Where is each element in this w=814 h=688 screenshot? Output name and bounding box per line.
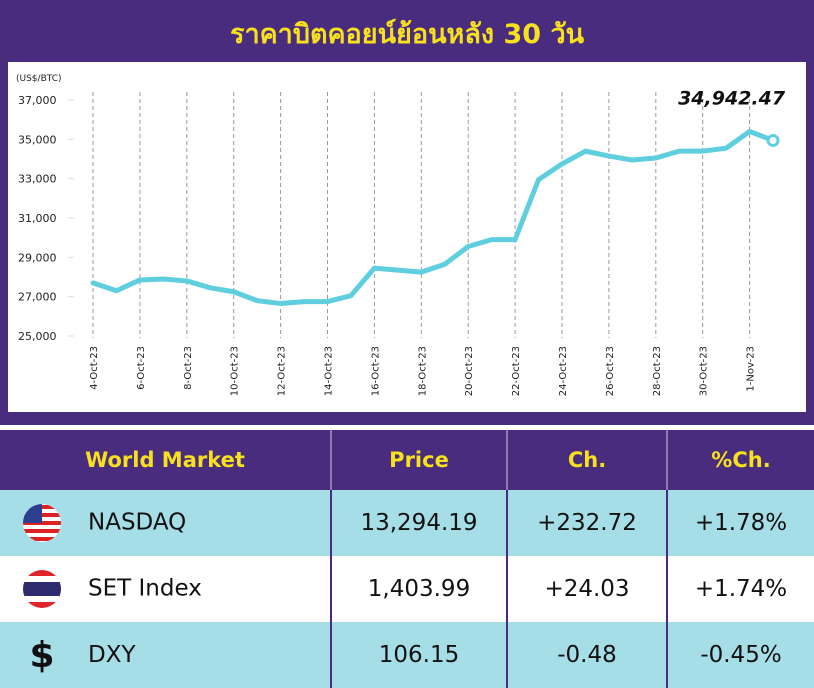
chart-background: ราคาบิตคอยน์ย้อนหลัง 30 วัน (US$/BTC) 25,… [0, 0, 814, 425]
x-tick-label: 26-Oct-23 [605, 346, 616, 396]
y-tick-label: 29,000 [18, 251, 57, 264]
x-tick-label: 18-Oct-23 [417, 346, 428, 396]
x-tick-label: 22-Oct-23 [511, 346, 522, 396]
header-cell: Ch. [507, 430, 668, 490]
price-cell: 13,294.19 [331, 490, 508, 556]
price-cell: 106.15 [331, 622, 508, 688]
name-cell: NASDAQ [0, 490, 332, 556]
x-tick-label: 28-Oct-23 [652, 346, 663, 396]
end-marker [766, 133, 780, 147]
market-name: DXY [88, 641, 136, 668]
table-row: $ DXY 106.15 -0.48 -0.45% [0, 622, 814, 688]
table-row: NASDAQ 13,294.19 +232.72 +1.78% [0, 490, 814, 556]
name-cell: SET Index [0, 556, 332, 622]
x-tick-label: 20-Oct-23 [464, 346, 475, 396]
change-cell: +24.03 [507, 556, 668, 622]
change-cell: +232.72 [507, 490, 668, 556]
pct-cell: -0.45% [667, 622, 814, 688]
x-tick-label: 10-Oct-23 [230, 346, 241, 396]
y-tick-label: 27,000 [18, 291, 57, 304]
th-flag [23, 570, 61, 608]
x-tick-label: 8-Oct-23 [183, 346, 194, 390]
value-label: 34,942.47 [678, 87, 786, 109]
y-tick-label: 33,000 [18, 173, 57, 186]
x-tick-label: 4-Oct-23 [89, 346, 100, 390]
us-flag [23, 504, 61, 542]
header-cell: World Market [0, 430, 332, 490]
x-tick-label: 24-Oct-23 [558, 346, 569, 396]
x-tick-label: 16-Oct-23 [370, 346, 381, 396]
name-cell: $ DXY [0, 622, 332, 688]
chart: (US$/BTC) 25,000 27,000 29,000 31,000 33,000 3… [16, 74, 786, 396]
x-tick-label: 30-Oct-23 [699, 346, 710, 396]
chart-title: ราคาบิตคอยน์ย้อนหลัง 30 วัน [229, 19, 585, 50]
market-name: SET Index [88, 575, 202, 602]
y-tick-label: 31,000 [18, 212, 57, 225]
market-name: NASDAQ [88, 509, 187, 536]
price-cell: 1,403.99 [331, 556, 508, 622]
chart-panel: (US$/BTC) 25,000 27,000 29,000 31,000 33,000 3… [8, 62, 806, 412]
x-tick-label: 1-Nov-23 [746, 346, 757, 392]
line [90, 128, 776, 307]
table-row: SET Index 1,403.99 +24.03 +1.74% [0, 556, 814, 622]
header-cell: Price [331, 430, 508, 490]
currency-symbol: $ [29, 634, 55, 676]
x-tick-label: 12-Oct-23 [277, 346, 288, 396]
y-tick-label: 35,000 [18, 133, 57, 146]
x-tick-label: 6-Oct-23 [136, 346, 147, 390]
table-header: World Market Price Ch. %Ch. [0, 430, 814, 490]
header-cell: %Ch. [667, 430, 814, 490]
market-table: World Market Price Ch. %Ch. NASDAQ 13,29… [0, 430, 814, 688]
pct-cell: +1.74% [667, 556, 814, 622]
change-cell: -0.48 [507, 622, 668, 688]
y-tick-label: 37,000 [18, 94, 57, 107]
x-tick-label: 14-Oct-23 [324, 346, 335, 396]
pct-cell: +1.78% [667, 490, 814, 556]
y-axis-label: (US$/BTC) [16, 74, 62, 84]
y-tick-label: 25,000 [18, 330, 57, 343]
